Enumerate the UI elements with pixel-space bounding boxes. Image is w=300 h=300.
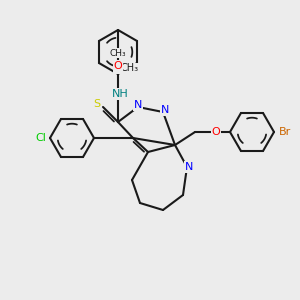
Text: Br: Br: [279, 127, 291, 137]
Text: N: N: [185, 162, 193, 172]
Text: N: N: [161, 105, 169, 115]
Text: O: O: [114, 63, 122, 73]
Text: S: S: [93, 99, 100, 109]
Text: NH: NH: [112, 89, 128, 99]
Text: CH₃: CH₃: [121, 63, 139, 73]
Text: Cl: Cl: [35, 133, 46, 143]
Text: CH₃: CH₃: [110, 49, 126, 58]
Text: N: N: [134, 100, 142, 110]
Text: O: O: [114, 61, 122, 71]
Text: O: O: [212, 127, 220, 137]
